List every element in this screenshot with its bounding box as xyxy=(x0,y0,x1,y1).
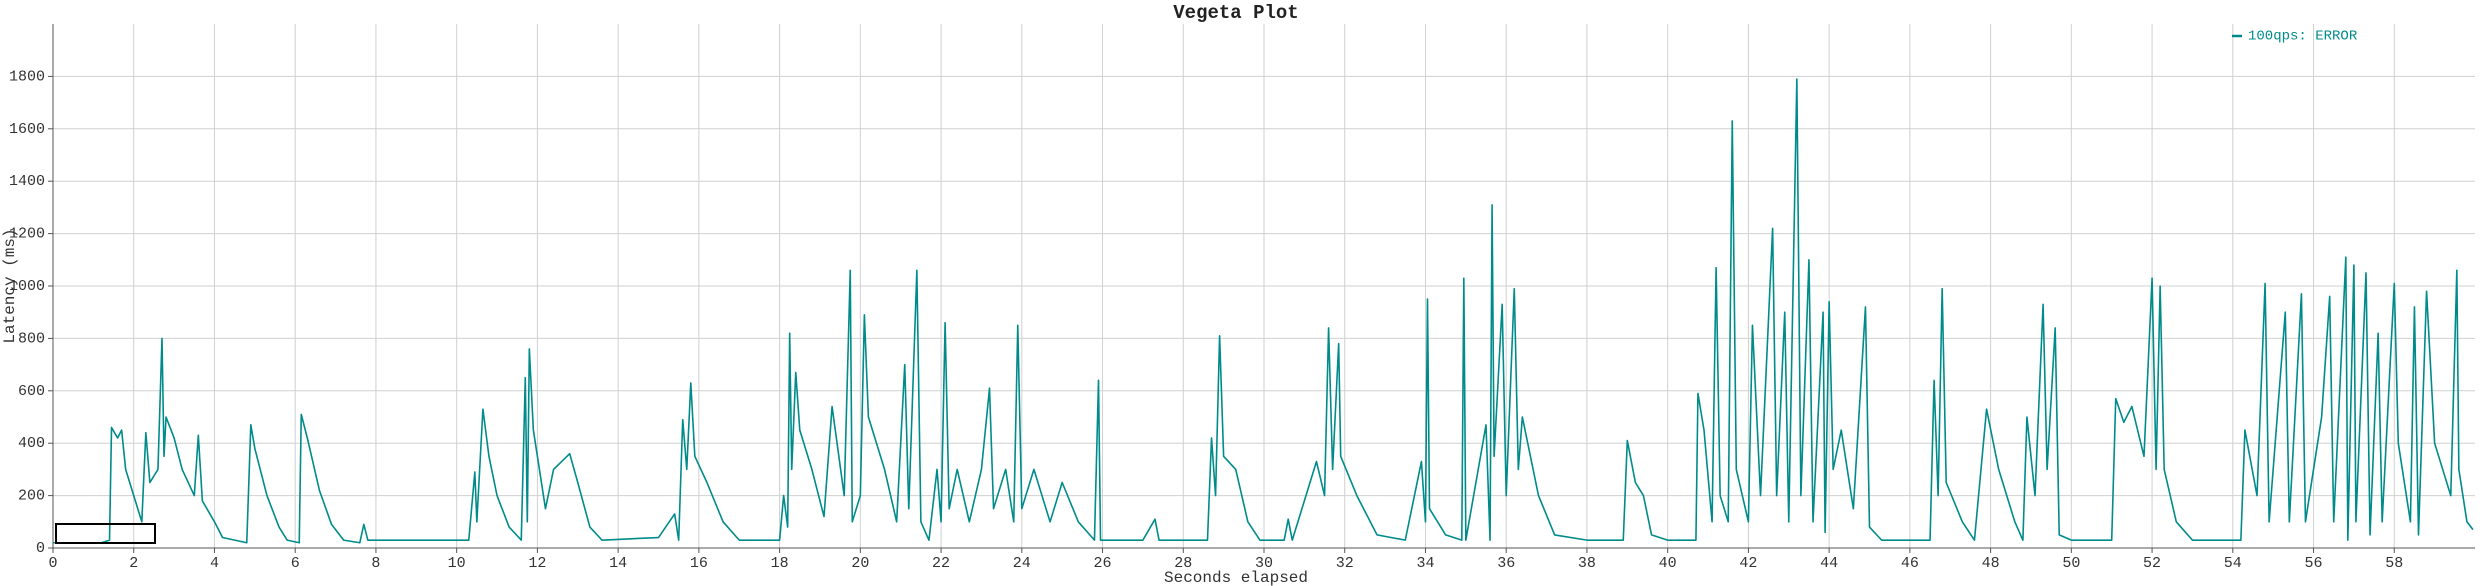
plot-area xyxy=(53,78,2474,544)
x-tick-label: 46 xyxy=(1901,555,1919,572)
y-axis-label: Latency (ms) xyxy=(1,228,19,343)
x-tick-label: 18 xyxy=(771,555,789,572)
x-tick-label: 36 xyxy=(1497,555,1515,572)
legend[interactable]: 100qps: ERROR xyxy=(2232,29,2358,45)
x-tick-label: 26 xyxy=(1094,555,1112,572)
x-tick-label: 32 xyxy=(1336,555,1354,572)
y-tick-label: 200 xyxy=(18,488,45,505)
x-tick-label: 20 xyxy=(851,555,869,572)
chart-title: Vegeta Plot xyxy=(1173,2,1298,24)
x-tick-label: 16 xyxy=(690,555,708,572)
x-tick-label: 30 xyxy=(1255,555,1273,572)
x-tick-label: 58 xyxy=(2385,555,2403,572)
x-tick-label: 6 xyxy=(291,555,300,572)
legend-label[interactable]: 100qps: ERROR xyxy=(2248,29,2358,45)
x-tick-label: 48 xyxy=(1982,555,2000,572)
x-tick-label: 34 xyxy=(1416,555,1434,572)
y-tick-label: 800 xyxy=(18,330,45,347)
y-tick-label: 0 xyxy=(36,540,45,557)
y-tick-label: 1000 xyxy=(9,278,45,295)
x-tick-label: 8 xyxy=(371,555,380,572)
x-tick-label: 2 xyxy=(129,555,138,572)
x-tick-label: 10 xyxy=(448,555,466,572)
x-tick-label: 12 xyxy=(528,555,546,572)
y-tick-label: 1400 xyxy=(9,173,45,190)
y-tick-label: 600 xyxy=(18,383,45,400)
x-tick-label: 0 xyxy=(48,555,57,572)
x-tick-label: 4 xyxy=(210,555,219,572)
x-tick-label: 24 xyxy=(1013,555,1031,572)
x-tick-label: 14 xyxy=(609,555,627,572)
x-tick-label: 54 xyxy=(2224,555,2242,572)
x-axis-label: Seconds elapsed xyxy=(1164,569,1308,586)
y-tick-label: 1200 xyxy=(9,226,45,243)
x-tick-label: 44 xyxy=(1820,555,1838,572)
x-tick-label: 38 xyxy=(1578,555,1596,572)
brush-box xyxy=(55,523,156,544)
x-tick-label: 52 xyxy=(2143,555,2161,572)
x-tick-label: 42 xyxy=(1739,555,1757,572)
x-tick-label: 28 xyxy=(1174,555,1192,572)
x-tick-label: 40 xyxy=(1659,555,1677,572)
x-tick-label: 22 xyxy=(932,555,950,572)
x-tick-label: 50 xyxy=(2062,555,2080,572)
y-tick-label: 1800 xyxy=(9,68,45,85)
x-tick-label: 56 xyxy=(2305,555,2323,572)
y-tick-label: 400 xyxy=(18,435,45,452)
series-line xyxy=(53,78,2474,544)
y-tick-label: 1600 xyxy=(9,121,45,138)
